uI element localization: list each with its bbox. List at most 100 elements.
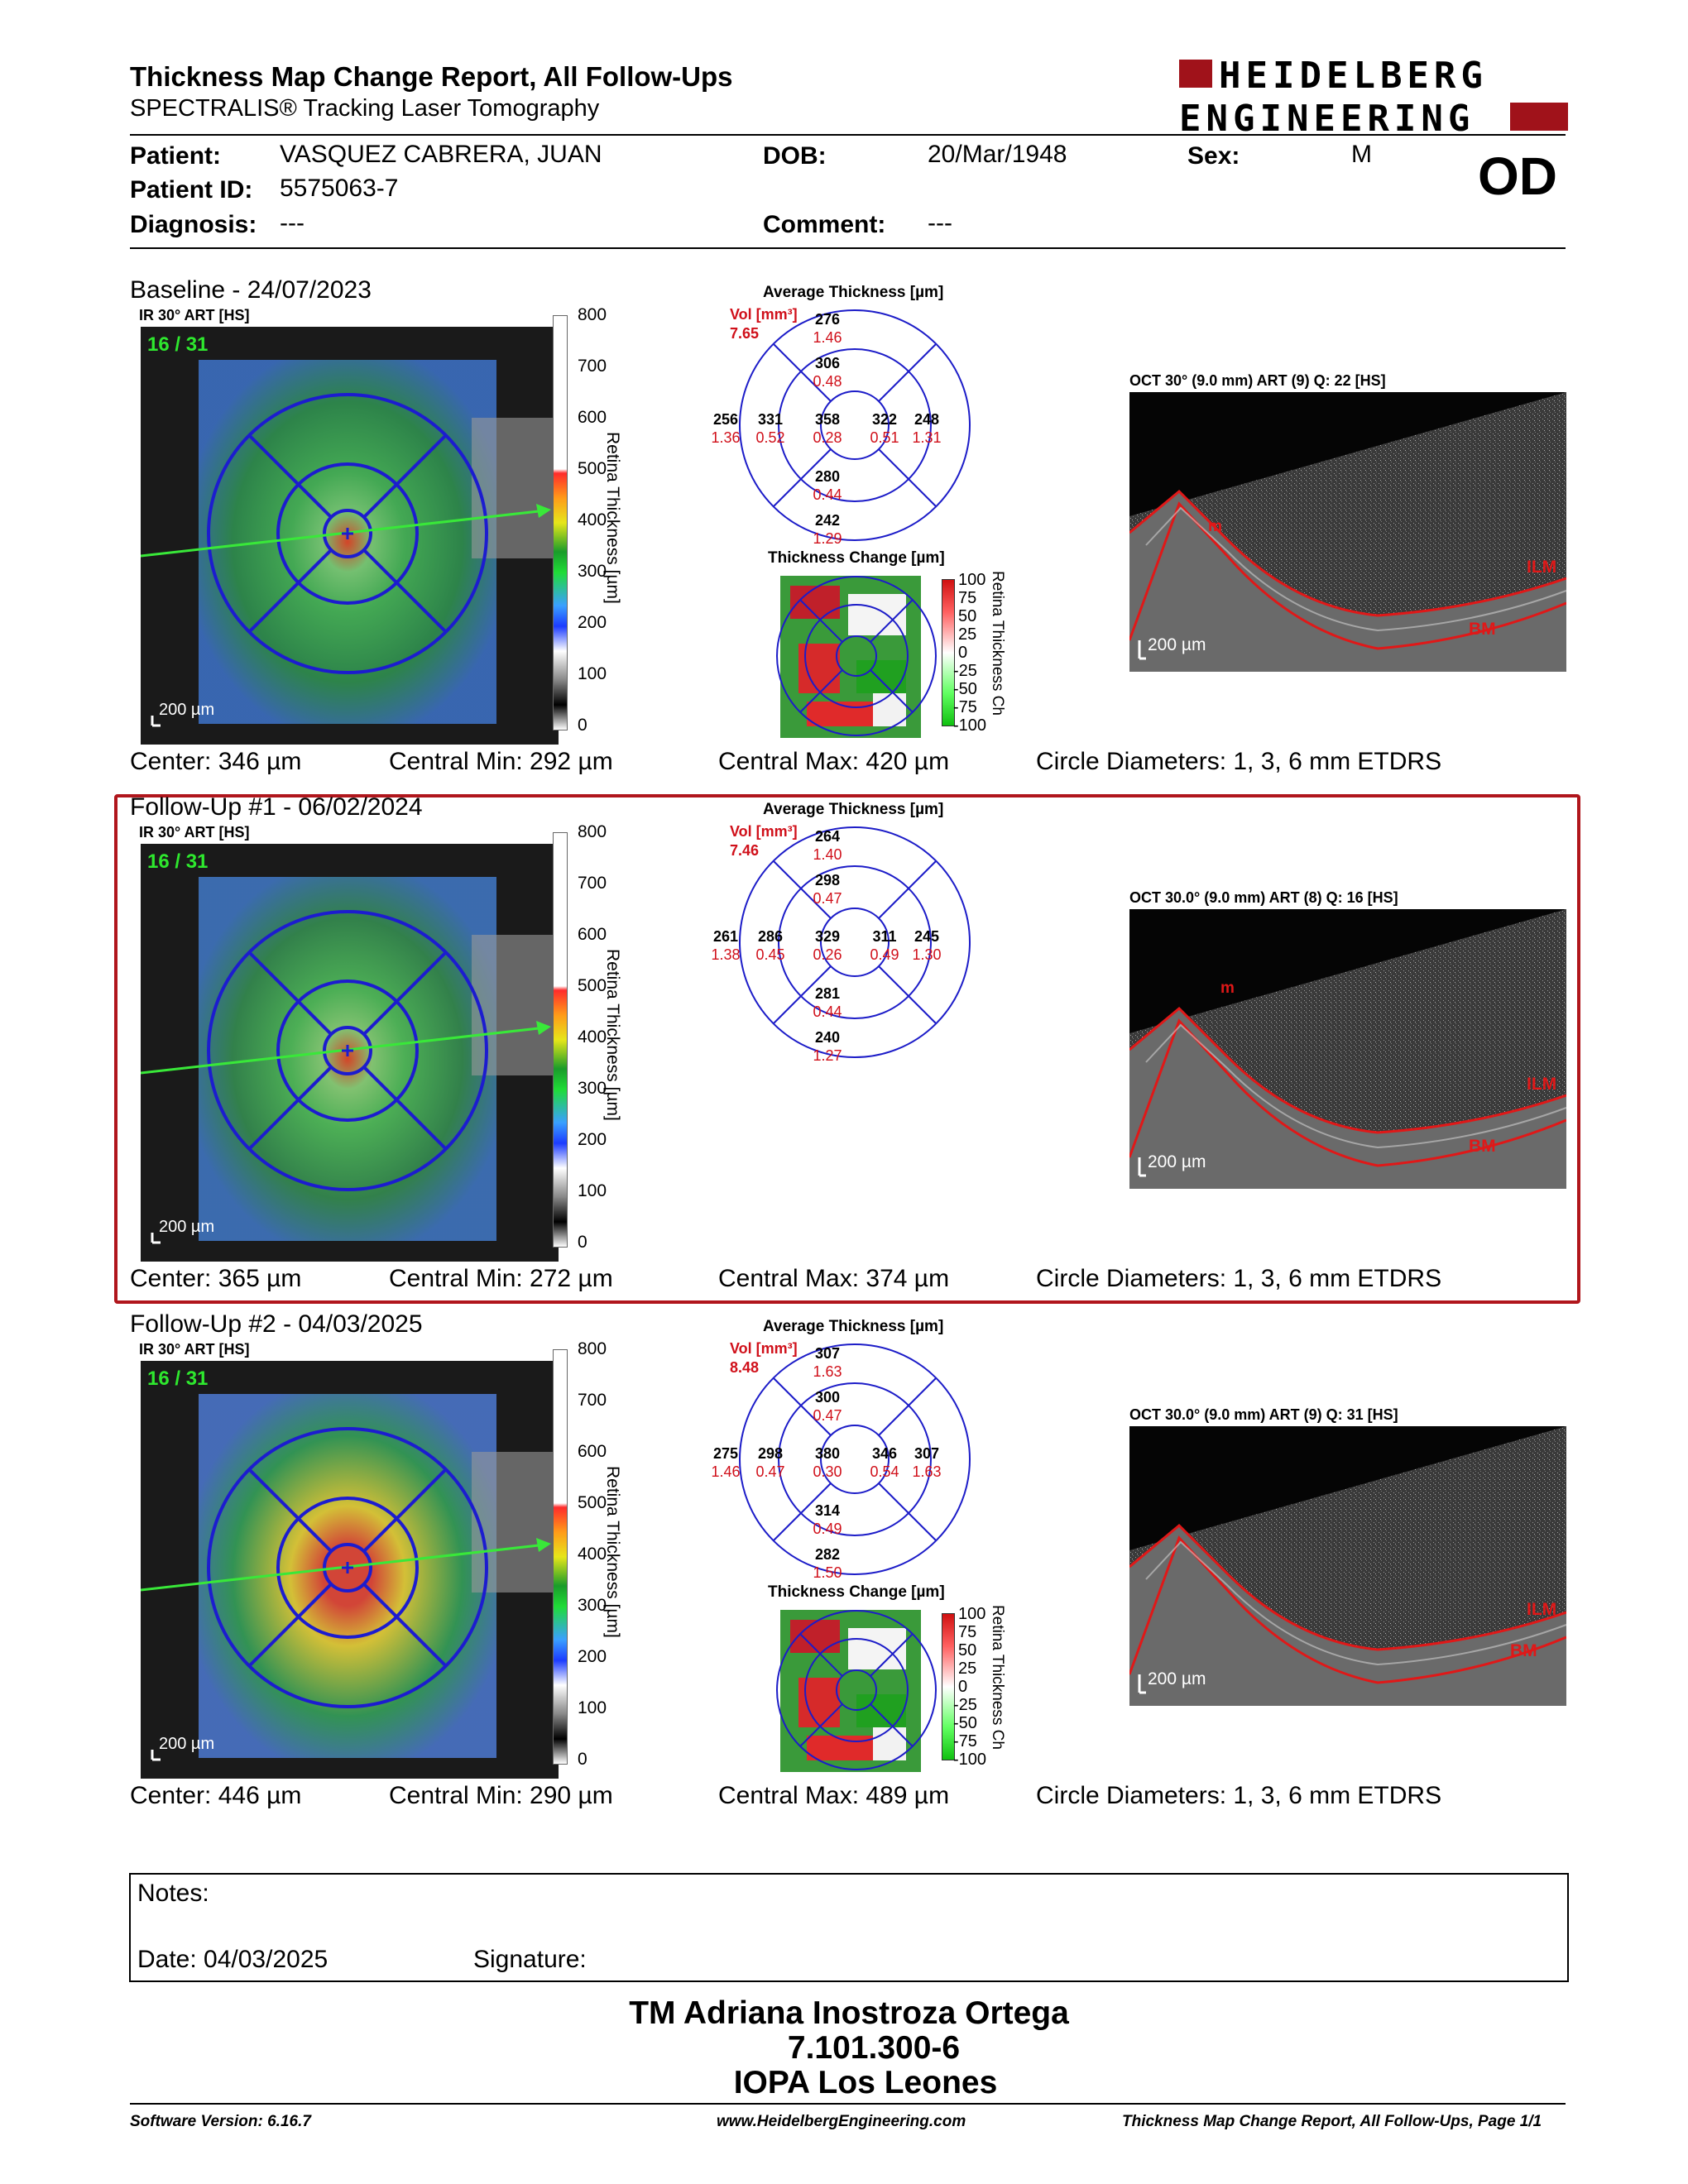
colorbar-tick: 800 (578, 822, 607, 841)
etdrs-cell-outer-sup: 307 1.63 (813, 1345, 842, 1380)
notes-label: Notes: (137, 1880, 209, 1907)
etdrs-cell-inner-inf: 314 0.49 (813, 1502, 842, 1537)
change-colorbar-tick: -100 (953, 1751, 987, 1769)
oct-scale: 200 µm (1148, 1669, 1206, 1688)
oct-bscan-image[interactable]: ILM BM 200 µm (1129, 1426, 1566, 1706)
colorbar-tick: 700 (578, 874, 607, 893)
etdrs-cell-inner-temp: 286 0.45 (755, 928, 785, 963)
svg-text:HEIDELBERG: HEIDELBERG (1219, 56, 1488, 97)
report-title: Thickness Map Change Report, All Follow-… (130, 61, 733, 92)
etdrs-cell-outer-temp: 256 1.36 (711, 411, 741, 446)
thickness-colorbar (553, 832, 568, 1248)
m-marker: m (1208, 518, 1222, 535)
oct-bscan-image[interactable]: ILM BM m 200 µm (1129, 392, 1566, 672)
thickness-colorbar (553, 1349, 568, 1765)
etdrs-grid (735, 305, 975, 545)
patient-label: Patient: (130, 142, 222, 170)
change-colorbar (942, 579, 955, 726)
thickness-change-map[interactable] (774, 569, 939, 743)
etdrs-cell-outer-nas: 307 1.63 (912, 1445, 942, 1480)
thickness-change-map[interactable] (774, 1603, 939, 1777)
colorbar-tick: 500 (578, 459, 607, 478)
change-colorbar-tick: -75 (953, 698, 977, 716)
etdrs-cell-inner-sup: 300 0.47 (813, 1389, 842, 1424)
volume-value: 8.48 (730, 1359, 760, 1376)
patient-id-label: Patient ID: (130, 176, 253, 204)
ilm-label: ILM (1527, 1600, 1557, 1619)
volume-value: 7.65 (730, 325, 760, 342)
diagnosis-value: --- (280, 209, 305, 237)
etdrs-cell-outer-nas: 248 1.31 (912, 411, 942, 446)
avg-thickness-title: Average Thickness [µm] (763, 1318, 944, 1335)
change-colorbar-tick: 100 (958, 1605, 986, 1623)
thickness-map-fundus[interactable]: 16 / 31 200 µm (141, 844, 559, 1262)
bm-label: BM (1469, 1137, 1496, 1156)
circle-diameters: Circle Diameters: 1, 3, 6 mm ETDRS (1036, 748, 1442, 775)
comment-label: Comment: (763, 211, 886, 238)
signer-name: TM Adriana Inostroza Ortega (629, 1995, 1069, 2031)
change-colorbar-tick: 25 (958, 625, 977, 644)
change-colorbar-tick: 75 (958, 589, 977, 607)
volume-label: Vol [mm³] (730, 306, 798, 323)
website-link[interactable]: www.HeidelbergEngineering.com (717, 2113, 966, 2130)
etdrs-cell-outer-inf: 282 1.50 (813, 1546, 842, 1581)
colorbar-tick: 100 (578, 1181, 607, 1200)
oct-bscan-image[interactable]: ILM BM m 200 µm (1129, 909, 1566, 1189)
change-colorbar-tick: 0 (958, 644, 968, 662)
thickness-map-fundus[interactable]: 16 / 31 200 µm (141, 1361, 559, 1779)
colorbar-tick: 100 (578, 1698, 607, 1717)
dob-label: DOB: (763, 142, 827, 170)
etdrs-cell-outer-inf: 242 1.29 (813, 512, 842, 547)
etdrs-cell-inner-sup: 298 0.47 (813, 872, 842, 907)
sex-value: M (1351, 141, 1372, 168)
colorbar-tick: 300 (578, 1079, 607, 1098)
etdrs-cell-inner-nas: 322 0.51 (870, 411, 899, 446)
etdrs-cell-center: 358 0.28 (813, 411, 842, 446)
volume-label: Vol [mm³] (730, 823, 798, 840)
etdrs-cell-inner-nas: 346 0.54 (870, 1445, 899, 1480)
etdrs-cell-inner-temp: 331 0.52 (755, 411, 785, 446)
patient-name: VASQUEZ CABRERA, JUAN (280, 141, 602, 168)
colorbar-tick: 100 (578, 664, 607, 683)
frame-counter: 16 / 31 (147, 1367, 209, 1390)
frame-counter: 16 / 31 (147, 850, 209, 873)
etdrs-cell-inner-inf: 281 0.44 (813, 985, 842, 1020)
etdrs-grid (735, 1339, 975, 1579)
etdrs-cell-inner-temp: 298 0.47 (755, 1445, 785, 1480)
thickness-map-fundus[interactable]: 16 / 31 200 µm (141, 327, 559, 745)
signature-label: Signature: (473, 1946, 587, 1973)
center-thickness: Center: 365 µm (130, 1265, 302, 1292)
colorbar-tick: 0 (578, 1750, 587, 1769)
circle-diameters: Circle Diameters: 1, 3, 6 mm ETDRS (1036, 1265, 1442, 1292)
change-colorbar-tick: -75 (953, 1732, 977, 1751)
etdrs-cell-inner-nas: 311 0.49 (870, 928, 899, 963)
ir-label: IR 30° ART [HS] (139, 824, 250, 841)
thickness-colorbar (553, 315, 568, 730)
oct-scan-title: OCT 30.0° (9.0 mm) ART (8) Q: 16 [HS] (1129, 889, 1398, 906)
report-subtitle: SPECTRALIS® Tracking Laser Tomography (130, 95, 600, 122)
change-colorbar-tick: 50 (958, 1641, 977, 1660)
colorbar-tick: 200 (578, 1647, 607, 1666)
colorbar-title: Retina Thickness [µm] (603, 949, 622, 1121)
colorbar-tick: 700 (578, 357, 607, 376)
bm-label: BM (1510, 1641, 1537, 1660)
colorbar-title: Retina Thickness [µm] (603, 1466, 622, 1638)
dob-value: 20/Mar/1948 (928, 141, 1067, 168)
section-title: Follow-Up #2 - 04/03/2025 (130, 1310, 423, 1338)
oct-scale: 200 µm (1148, 1152, 1206, 1171)
heidelberg-logo: HEIDELBERG ENGINEERING (1179, 55, 1568, 140)
notes-box[interactable]: Notes: Date: 04/03/2025 Signature: (129, 1873, 1569, 1982)
central-max: Central Max: 374 µm (718, 1265, 950, 1292)
etdrs-grid (735, 822, 975, 1062)
selected-followup-frame (114, 794, 1580, 1304)
etdrs-cell-outer-inf: 240 1.27 (813, 1029, 842, 1064)
eye-label: OD (1478, 146, 1557, 206)
fundus-scale: 200 µm (159, 1735, 215, 1753)
etdrs-cell-center: 380 0.30 (813, 1445, 842, 1480)
colorbar-tick: 800 (578, 1339, 607, 1358)
center-thickness: Center: 446 µm (130, 1782, 302, 1809)
section-title: Follow-Up #1 - 06/02/2024 (130, 793, 423, 821)
change-colorbar-tick: -50 (953, 1714, 977, 1732)
frame-counter: 16 / 31 (147, 333, 209, 356)
volume-label: Vol [mm³] (730, 1340, 798, 1357)
